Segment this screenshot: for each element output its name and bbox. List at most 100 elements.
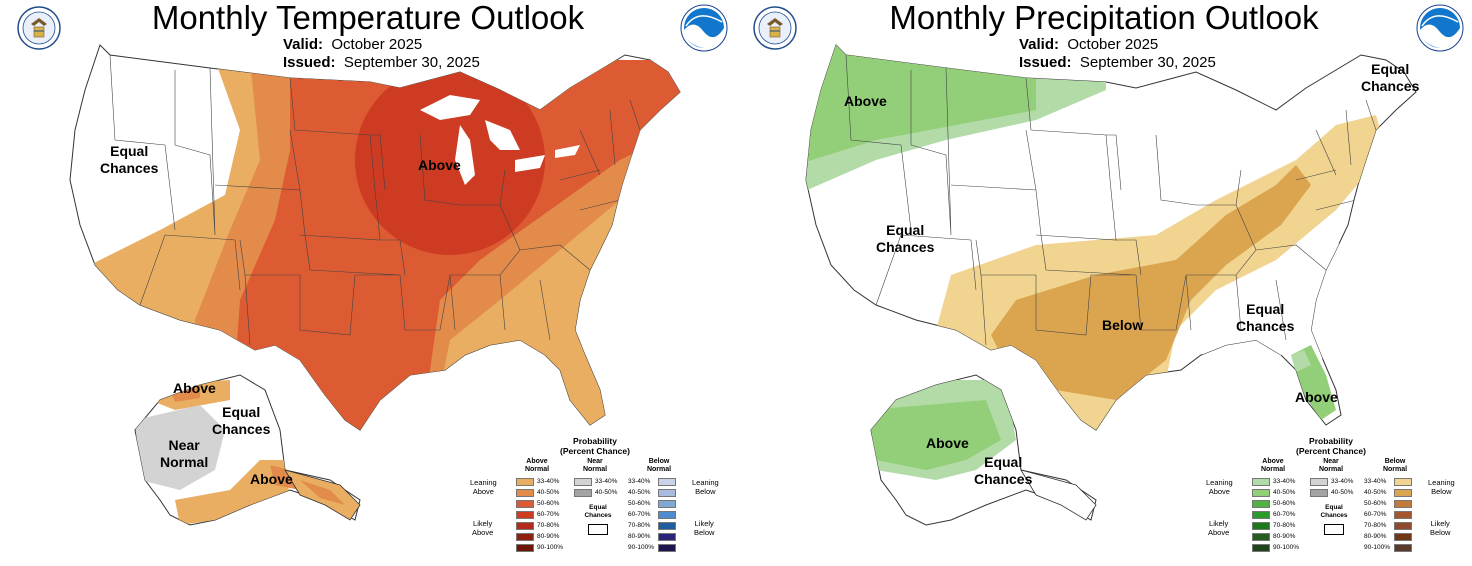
label-above-nw: Above — [844, 93, 887, 109]
legend-near-head: Near Normal — [582, 458, 608, 473]
legend-swatch-near — [574, 478, 592, 486]
issued-label: Issued: — [283, 54, 336, 71]
precipitation-title: Monthly Precipitation Outlook — [889, 0, 1319, 36]
legend-swatch-below — [658, 489, 676, 497]
label-equal-chances-se: Equal Chances — [1236, 301, 1295, 334]
legend-swatch-above — [1252, 511, 1270, 519]
legend-range-above: 33-40% — [1273, 478, 1296, 485]
legend-range-below: 33-40% — [1364, 478, 1387, 485]
legend-likely-below: Likely Below — [1430, 519, 1451, 537]
legend-equal-chances: Equal Chances — [584, 504, 612, 519]
temperature-legend: Probability (Percent Chance) Above Norma… — [470, 436, 730, 564]
label-equal-chances-west: Equal Chances — [100, 143, 159, 176]
legend-swatch-above — [516, 533, 534, 541]
legend-near-head: Near Normal — [1318, 458, 1344, 473]
legend-likely-above: Likely Above — [472, 519, 494, 537]
legend-range-below: 40-50% — [1364, 489, 1387, 496]
noaa-logo-icon — [680, 4, 728, 52]
commerce-seal-icon — [17, 6, 61, 50]
legend-above-head: Above Normal — [524, 458, 550, 473]
legend-range-above: 60-70% — [1273, 511, 1296, 518]
legend-swatch-below — [1394, 544, 1412, 552]
precipitation-map — [805, 44, 1417, 526]
issued-label: Issued: — [1019, 54, 1072, 71]
legend-swatch-below — [1394, 522, 1412, 530]
legend-swatch-above — [516, 500, 534, 508]
legend-range-above: 40-50% — [1273, 489, 1296, 496]
issued-value: September 30, 2025 — [343, 54, 480, 71]
temperature-issued-line: Issued: September 30, 2025 — [283, 54, 480, 71]
legend-title: Probability (Percent Chance) — [1296, 436, 1366, 456]
legend-swatch-below — [658, 544, 676, 552]
legend-swatch-below — [1394, 489, 1412, 497]
temperature-outlook-panel: Monthly Temperature Outlook Valid: Octob… — [17, 0, 730, 564]
legend-leaning-below: Leaning Below — [692, 478, 719, 496]
temperature-map — [69, 44, 681, 526]
legend-swatch-above — [1252, 500, 1270, 508]
legend-leaning-above: Leaning Above — [1206, 478, 1233, 496]
label-below-south: Below — [1102, 317, 1144, 333]
legend-swatch-near — [1310, 478, 1328, 486]
issued-value: September 30, 2025 — [1079, 54, 1216, 71]
legend-range-below: 60-70% — [628, 511, 651, 518]
legend-range-near: 33-40% — [1331, 478, 1354, 485]
legend-leaning-above: Leaning Above — [470, 478, 497, 496]
legend-equal-chances-swatch — [1324, 524, 1344, 535]
legend-swatch-near — [574, 489, 592, 497]
legend-range-above: 70-80% — [1273, 522, 1296, 529]
label-above-main: Above — [418, 157, 461, 173]
legend-range-below: 40-50% — [628, 489, 651, 496]
legend-swatch-below — [1394, 533, 1412, 541]
precipitation-legend: Probability (Percent Chance) Above Norma… — [1206, 436, 1466, 564]
legend-swatch-above — [1252, 489, 1270, 497]
legend-swatch-below — [658, 533, 676, 541]
legend-range-above: 90-100% — [1273, 544, 1300, 551]
precipitation-issued-line: Issued: September 30, 2025 — [1019, 54, 1216, 71]
legend-leaning-below: Leaning Below — [1428, 478, 1455, 496]
legend-equal-chances: Equal Chances — [1320, 504, 1348, 519]
legend-swatch-above — [1252, 544, 1270, 552]
precipitation-valid-line: Valid: October 2025 — [1019, 36, 1158, 53]
label-equal-chances-ak: Equal Chances — [212, 404, 271, 437]
legend-swatch-above — [516, 489, 534, 497]
legend-range-below: 70-80% — [1364, 522, 1387, 529]
label-above-ak-south: Above — [250, 471, 293, 487]
legend-likely-below: Likely Below — [694, 519, 715, 537]
legend-range-near: 40-50% — [595, 489, 618, 496]
legend-swatch-above — [516, 544, 534, 552]
legend-range-above: 90-100% — [537, 544, 564, 551]
legend-swatch-above — [1252, 522, 1270, 530]
legend-range-above: 50-60% — [1273, 500, 1296, 507]
legend-range-above: 40-50% — [537, 489, 560, 496]
legend-likely-above: Likely Above — [1208, 519, 1230, 537]
valid-label: Valid: — [283, 36, 324, 53]
label-near-normal-ak: Near Normal — [160, 437, 209, 470]
label-above-ak-north: Above — [173, 380, 216, 396]
legend-range-below: 60-70% — [1364, 511, 1387, 518]
legend-equal-chances-swatch — [588, 524, 608, 535]
legend-swatch-below — [658, 478, 676, 486]
legend-below-head: Below Normal — [1382, 458, 1408, 473]
legend-swatch-below — [1394, 511, 1412, 519]
legend-range-near: 40-50% — [1331, 489, 1354, 496]
legend-swatch-above — [1252, 478, 1270, 486]
legend-range-near: 33-40% — [595, 478, 618, 485]
legend-range-below: 50-60% — [1364, 500, 1387, 507]
legend-swatch-above — [516, 511, 534, 519]
label-equal-chances-ne: Equal Chances — [1361, 61, 1420, 94]
temperature-valid-line: Valid: October 2025 — [283, 36, 422, 53]
legend-range-above: 33-40% — [537, 478, 560, 485]
legend-range-below: 80-90% — [628, 533, 651, 540]
legend-range-below: 70-80% — [628, 522, 651, 529]
legend-range-above: 80-90% — [537, 533, 560, 540]
commerce-seal-icon — [753, 6, 797, 50]
legend-swatch-below — [658, 500, 676, 508]
legend-swatch-below — [1394, 500, 1412, 508]
label-equal-chances-ak: Equal Chances — [974, 454, 1033, 487]
legend-swatch-above — [1252, 533, 1270, 541]
legend-swatch-below — [658, 511, 676, 519]
legend-swatch-below — [658, 522, 676, 530]
noaa-logo-icon — [1416, 4, 1464, 52]
legend-swatch-below — [1394, 478, 1412, 486]
label-above-ak: Above — [926, 435, 969, 451]
